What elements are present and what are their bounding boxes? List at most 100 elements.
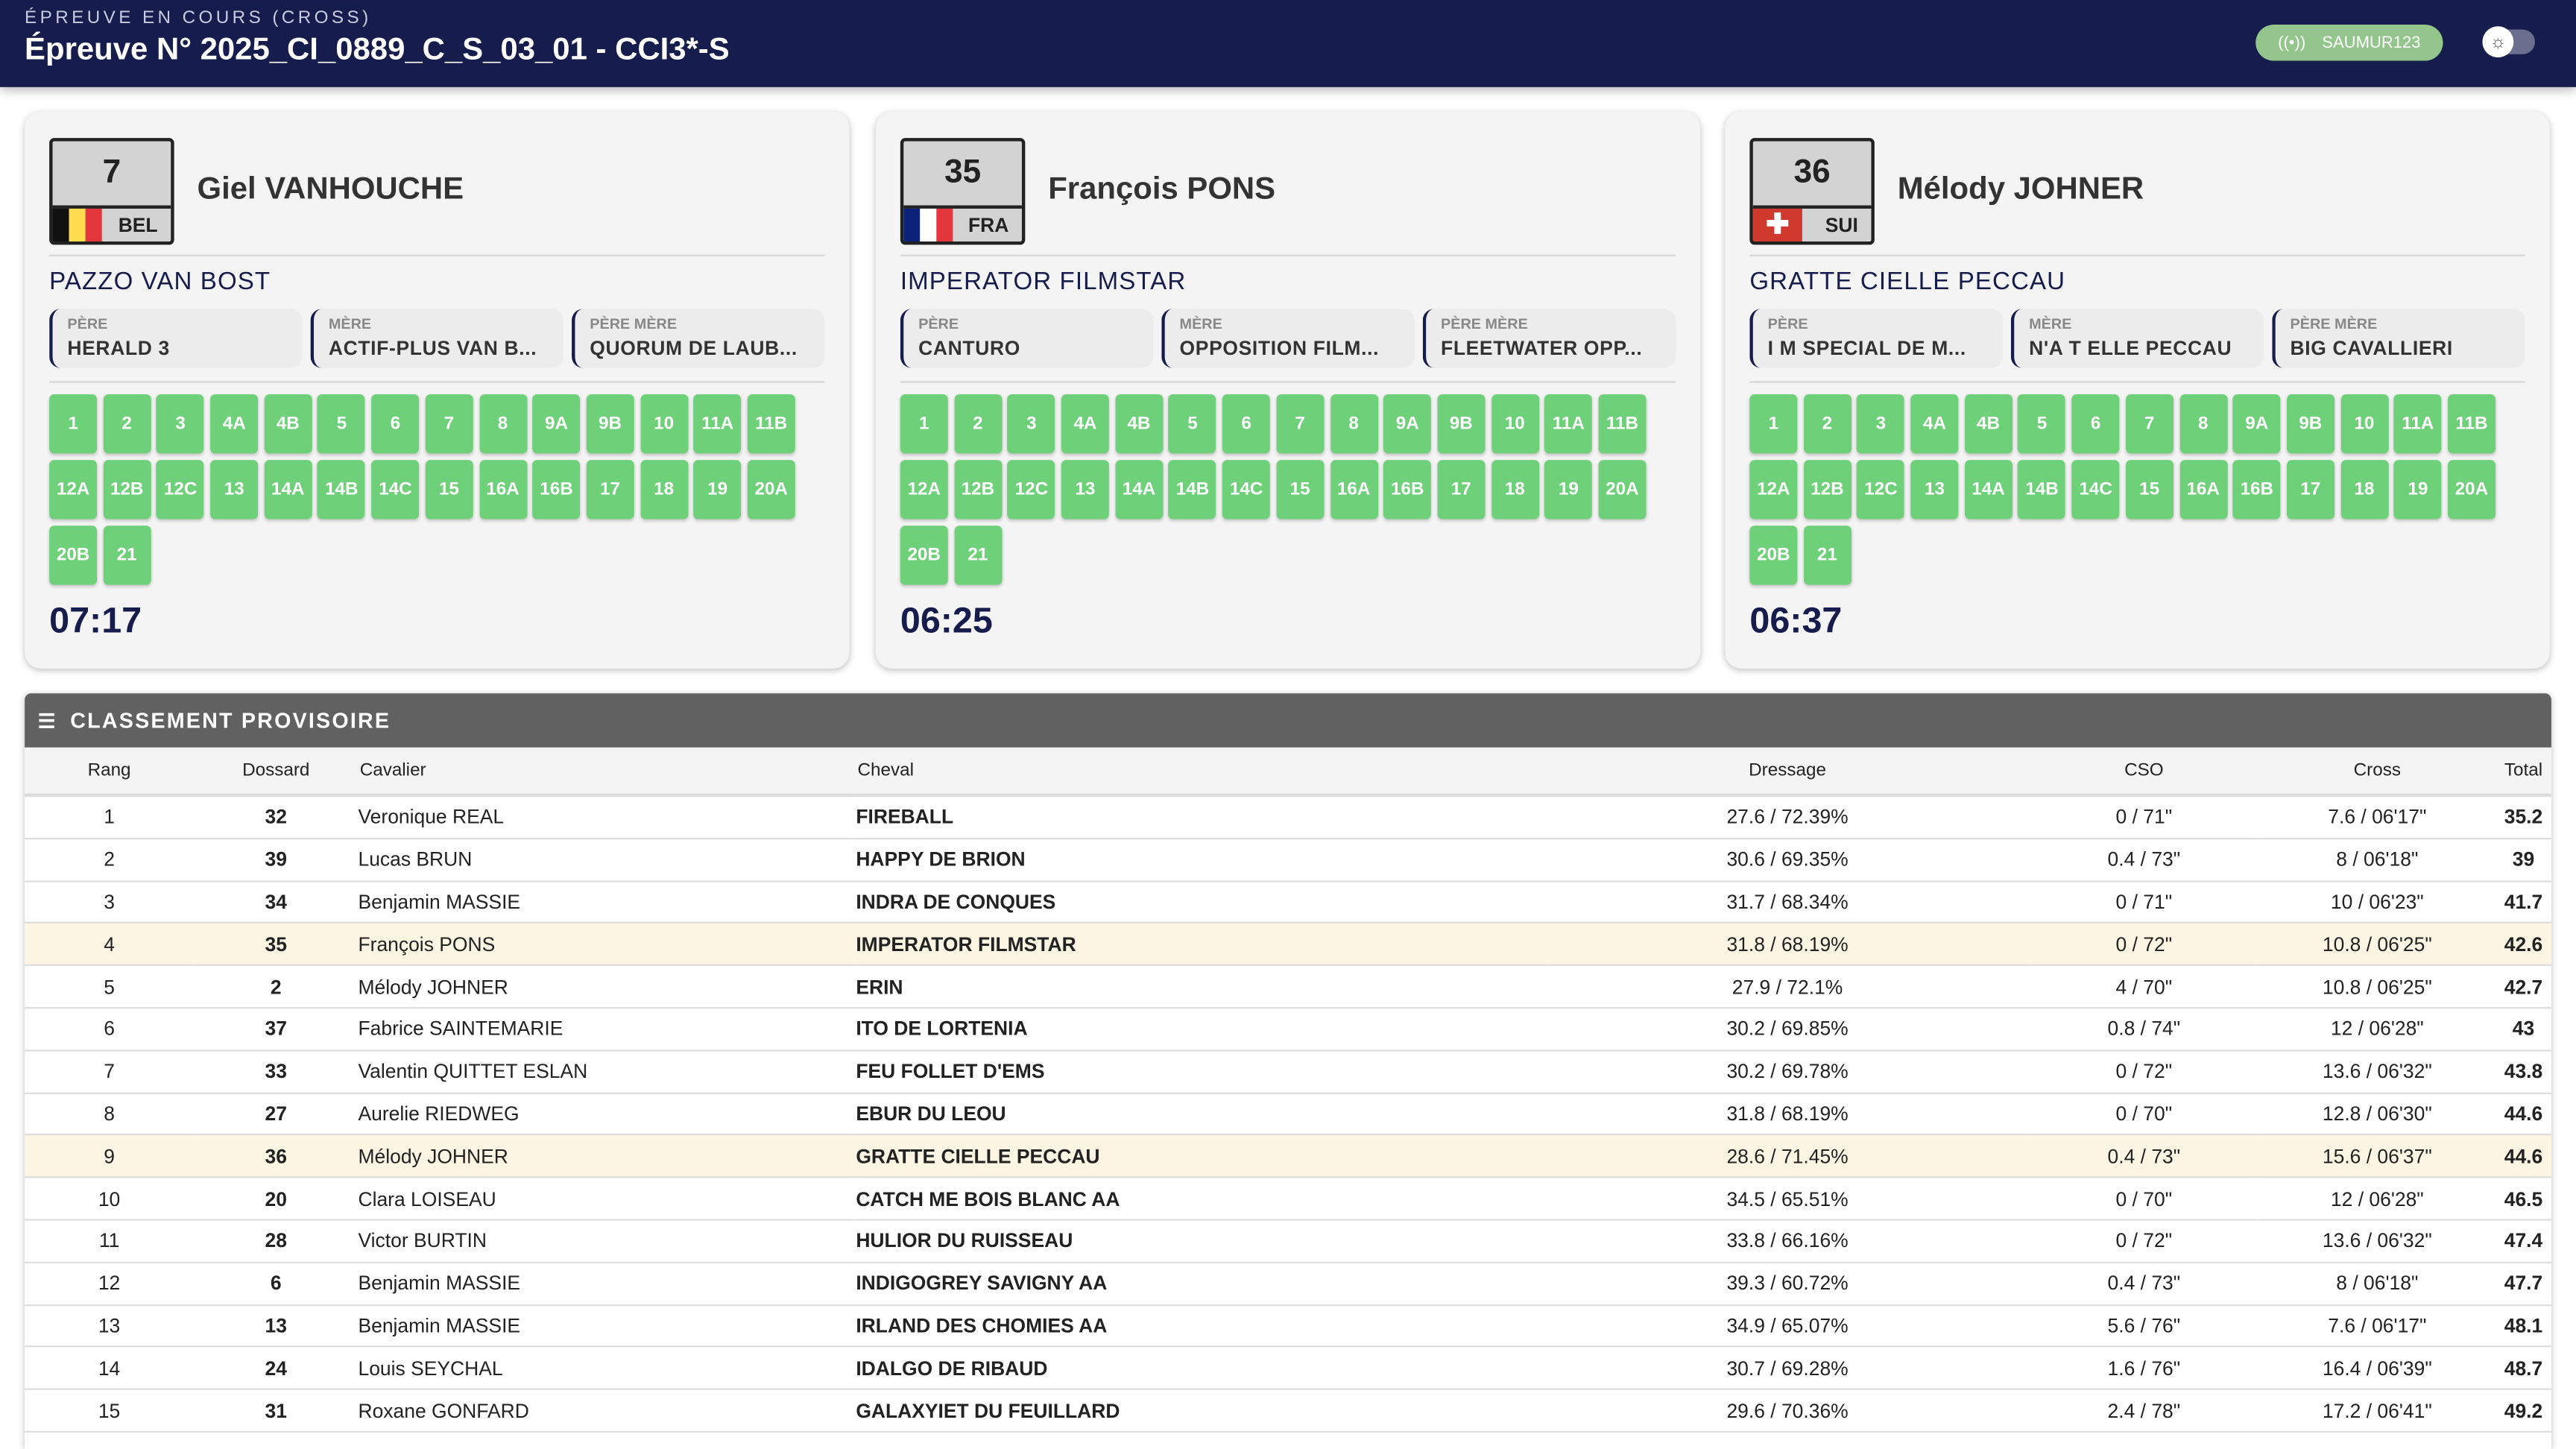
obstacle-chip[interactable]: 16A (1330, 460, 1378, 520)
obstacle-chip[interactable]: 9B (2286, 394, 2334, 454)
obstacle-chip[interactable]: 4B (1964, 394, 2012, 454)
obstacle-chip[interactable]: 20B (1749, 525, 1798, 585)
obstacle-chip[interactable]: 12C (1857, 460, 1905, 520)
obstacle-chip[interactable]: 20B (49, 525, 98, 585)
obstacle-chip[interactable]: 20A (747, 460, 795, 520)
obstacle-chip[interactable]: 1 (49, 394, 98, 454)
obstacle-chip[interactable]: 18 (2340, 460, 2388, 520)
obstacle-chip[interactable]: 14A (264, 460, 312, 520)
theme-toggle[interactable]: ☼ (2482, 26, 2535, 58)
column-header[interactable]: Cross (2258, 747, 2496, 797)
table-row[interactable]: 6 37 Fabrice SAINTEMARIE ITO DE LORTENIA 30.… (25, 1008, 2551, 1052)
table-row[interactable]: 11 28 Victor BURTIN HULIOR DU RUISSEAU 33.8 … (25, 1219, 2551, 1263)
obstacle-chip[interactable]: 14C (1222, 460, 1271, 520)
obstacle-chip[interactable]: 4A (1910, 394, 1959, 454)
obstacle-chip[interactable]: 18 (640, 460, 688, 520)
obstacle-chip[interactable]: 16B (532, 460, 581, 520)
table-row[interactable]: 7 33 Valentin QUITTET ESLAN FEU FOLLET D'EM… (25, 1050, 2551, 1093)
obstacle-chip[interactable]: 18 (1491, 460, 1539, 520)
obstacle-chip[interactable]: 5 (318, 394, 366, 454)
obstacle-chip[interactable]: 10 (1491, 394, 1539, 454)
obstacle-chip[interactable]: 13 (210, 460, 259, 520)
table-row[interactable]: 15 31 Roxane GONFARD GALAXYIET DU FEUILLARD… (25, 1389, 2551, 1433)
obstacle-chip[interactable]: 4A (1061, 394, 1109, 454)
obstacle-chip[interactable]: 4B (264, 394, 312, 454)
column-header[interactable]: Total (2496, 747, 2551, 797)
column-header[interactable]: Rang (25, 747, 195, 797)
obstacle-chip[interactable]: 2 (1803, 394, 1852, 454)
obstacle-chip[interactable]: 19 (2393, 460, 2442, 520)
obstacle-chip[interactable]: 15 (425, 460, 473, 520)
obstacle-chip[interactable]: 20B (900, 525, 948, 585)
table-row[interactable]: 14 24 Louis SEYCHAL IDALGO DE RIBAUD 30.7 / … (25, 1347, 2551, 1391)
obstacle-chip[interactable]: 17 (586, 460, 634, 520)
obstacle-chip[interactable]: 21 (103, 525, 151, 585)
obstacle-chip[interactable]: 16B (1383, 460, 1432, 520)
table-row[interactable]: 1 32 Veronique REAL FIREBALL 27.6 / 72.39% 0 … (25, 795, 2551, 839)
table-row[interactable]: 5 2 Mélody JOHNER ERIN 27.9 / 72.1% 4 / 70" 10… (25, 965, 2551, 1009)
obstacle-chip[interactable]: 15 (1276, 460, 1325, 520)
obstacle-chip[interactable]: 10 (640, 394, 688, 454)
obstacle-chip[interactable]: 6 (2071, 394, 2120, 454)
obstacle-chip[interactable]: 13 (1061, 460, 1109, 520)
obstacle-chip[interactable]: 20A (2447, 460, 2496, 520)
obstacle-chip[interactable]: 7 (2125, 394, 2174, 454)
obstacle-chip[interactable]: 8 (2179, 394, 2227, 454)
obstacle-chip[interactable]: 20A (1598, 460, 1647, 520)
obstacle-chip[interactable]: 9A (532, 394, 581, 454)
obstacle-chip[interactable]: 11B (2447, 394, 2496, 454)
obstacle-chip[interactable]: 3 (157, 394, 205, 454)
obstacle-chip[interactable]: 2 (953, 394, 1002, 454)
obstacle-chip[interactable]: 14B (2018, 460, 2066, 520)
obstacle-chip[interactable]: 16B (2232, 460, 2281, 520)
table-row[interactable]: 10 20 Clara LOISEAU CATCH ME BOIS BLANC AA 3… (25, 1177, 2551, 1221)
obstacle-chip[interactable]: 12A (1749, 460, 1798, 520)
obstacle-chip[interactable]: 2 (103, 394, 151, 454)
obstacle-chip[interactable]: 14B (1169, 460, 1216, 520)
obstacle-chip[interactable]: 12B (103, 460, 151, 520)
obstacle-chip[interactable]: 21 (953, 525, 1002, 585)
column-header[interactable]: CSO (2029, 747, 2259, 797)
obstacle-chip[interactable]: 11A (1544, 394, 1593, 454)
obstacle-chip[interactable]: 11B (747, 394, 795, 454)
obstacle-chip[interactable]: 8 (1330, 394, 1378, 454)
obstacle-chip[interactable]: 19 (693, 460, 742, 520)
obstacle-chip[interactable]: 6 (1222, 394, 1271, 454)
obstacle-chip[interactable]: 12B (1803, 460, 1852, 520)
obstacle-chip[interactable]: 12C (157, 460, 205, 520)
obstacle-chip[interactable]: 7 (425, 394, 473, 454)
obstacle-chip[interactable]: 11A (2393, 394, 2442, 454)
table-row[interactable]: 2 39 Lucas BRUN HAPPY DE BRION 30.6 / 69.35%… (25, 838, 2551, 882)
obstacle-chip[interactable]: 3 (1007, 394, 1055, 454)
table-row[interactable]: 12 6 Benjamin MASSIE INDIGOGREY SAVIGNY AA 3… (25, 1262, 2551, 1306)
column-header[interactable]: Cavalier (358, 747, 856, 797)
column-header[interactable]: Dossard (194, 747, 359, 797)
obstacle-chip[interactable]: 5 (1169, 394, 1216, 454)
table-row[interactable]: 13 13 Benjamin MASSIE IRLAND DES CHOMIES AA… (25, 1304, 2551, 1348)
obstacle-chip[interactable]: 5 (2018, 394, 2066, 454)
obstacle-chip[interactable]: 17 (2286, 460, 2334, 520)
obstacle-chip[interactable]: 11B (1598, 394, 1647, 454)
obstacle-chip[interactable]: 9B (1437, 394, 1486, 454)
table-row[interactable]: 9 36 Mélody JOHNER GRATTE CIELLE PECCAU 28.6… (25, 1134, 2551, 1178)
obstacle-chip[interactable]: 1 (1749, 394, 1798, 454)
obstacle-chip[interactable]: 19 (1544, 460, 1593, 520)
obstacle-chip[interactable]: 9B (586, 394, 634, 454)
obstacle-chip[interactable]: 16A (2179, 460, 2227, 520)
obstacle-chip[interactable]: 9A (2232, 394, 2281, 454)
obstacle-chip[interactable]: 14C (371, 460, 420, 520)
obstacle-chip[interactable]: 14A (1964, 460, 2012, 520)
table-row[interactable]: 4 35 François PONS IMPERATOR FILMSTAR 31.8 /… (25, 923, 2551, 967)
obstacle-chip[interactable]: 21 (1803, 525, 1852, 585)
obstacle-chip[interactable]: 3 (1857, 394, 1905, 454)
column-header[interactable]: Cheval (856, 747, 1547, 797)
obstacle-chip[interactable]: 11A (693, 394, 742, 454)
obstacle-chip[interactable]: 6 (371, 394, 420, 454)
obstacle-chip[interactable]: 14A (1115, 460, 1163, 520)
obstacle-chip[interactable]: 13 (1910, 460, 1959, 520)
obstacle-chip[interactable]: 12A (900, 460, 948, 520)
obstacle-chip[interactable]: 16A (479, 460, 527, 520)
obstacle-chip[interactable]: 4B (1115, 394, 1163, 454)
obstacle-chip[interactable]: 7 (1276, 394, 1325, 454)
obstacle-chip[interactable]: 12A (49, 460, 98, 520)
